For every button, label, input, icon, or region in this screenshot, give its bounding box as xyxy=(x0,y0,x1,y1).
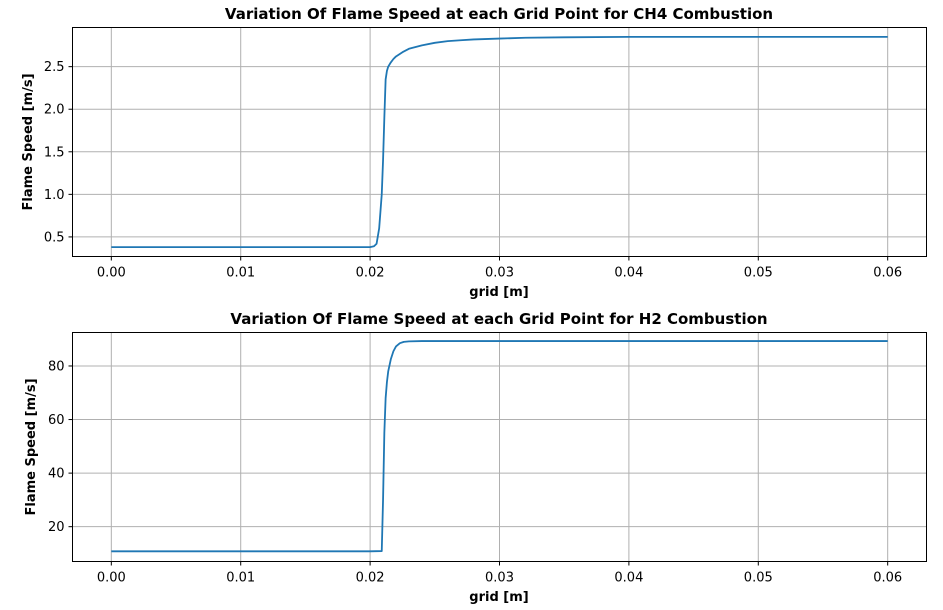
ch4-x-tick-label: 0.06 xyxy=(873,266,902,281)
h2-x-tick-label: 0.03 xyxy=(485,571,514,586)
ch4-x-tick-label: 0.03 xyxy=(485,266,514,281)
h2-x-tick-label: 0.02 xyxy=(356,571,385,586)
h2-x-axis-label: grid [m] xyxy=(469,590,528,605)
h2-plot-area xyxy=(72,332,927,562)
ch4-flame-speed-line xyxy=(111,35,888,249)
h2-flame-speed-line xyxy=(111,340,888,553)
h2-y-tick-label: 60 xyxy=(48,413,65,428)
h2-x-tick-label: 0.05 xyxy=(744,571,773,586)
h2-flame-speed-chart: Variation Of Flame Speed at each Grid Po… xyxy=(24,310,927,605)
h2-x-tick-label: 0.06 xyxy=(873,571,902,586)
ch4-plot-area xyxy=(72,27,927,257)
ch4-x-tick-label: 0.01 xyxy=(226,266,255,281)
h2-y-tick-label: 20 xyxy=(48,520,65,535)
h2-y-tick-label: 40 xyxy=(48,467,65,482)
ch4-y-tick-label: 1.5 xyxy=(44,145,65,160)
ch4-x-tick-label: 0.00 xyxy=(97,266,126,281)
ch4-y-tick-label: 0.5 xyxy=(44,230,65,245)
ch4-y-tick-label: 2.5 xyxy=(44,60,65,75)
ch4-y-axis-label: Flame Speed [m/s] xyxy=(21,73,36,210)
ch4-y-tick-label: 1.0 xyxy=(44,188,65,203)
h2-x-tick-label: 0.01 xyxy=(226,571,255,586)
ch4-x-tick-label: 0.04 xyxy=(614,266,643,281)
ch4-x-tick-label: 0.05 xyxy=(744,266,773,281)
ch4-y-tick-label: 2.0 xyxy=(44,103,65,118)
ch4-x-tick-label: 0.02 xyxy=(356,266,385,281)
ch4-x-axis-label: grid [m] xyxy=(469,285,528,300)
ch4-chart-title: Variation Of Flame Speed at each Grid Po… xyxy=(225,5,773,23)
h2-x-tick-label: 0.04 xyxy=(614,571,643,586)
h2-y-tick-label: 80 xyxy=(48,359,65,374)
h2-y-axis-label: Flame Speed [m/s] xyxy=(24,378,39,515)
h2-chart-title: Variation Of Flame Speed at each Grid Po… xyxy=(230,310,767,328)
ch4-flame-speed-chart: Variation Of Flame Speed at each Grid Po… xyxy=(21,5,927,300)
h2-x-tick-label: 0.00 xyxy=(97,571,126,586)
